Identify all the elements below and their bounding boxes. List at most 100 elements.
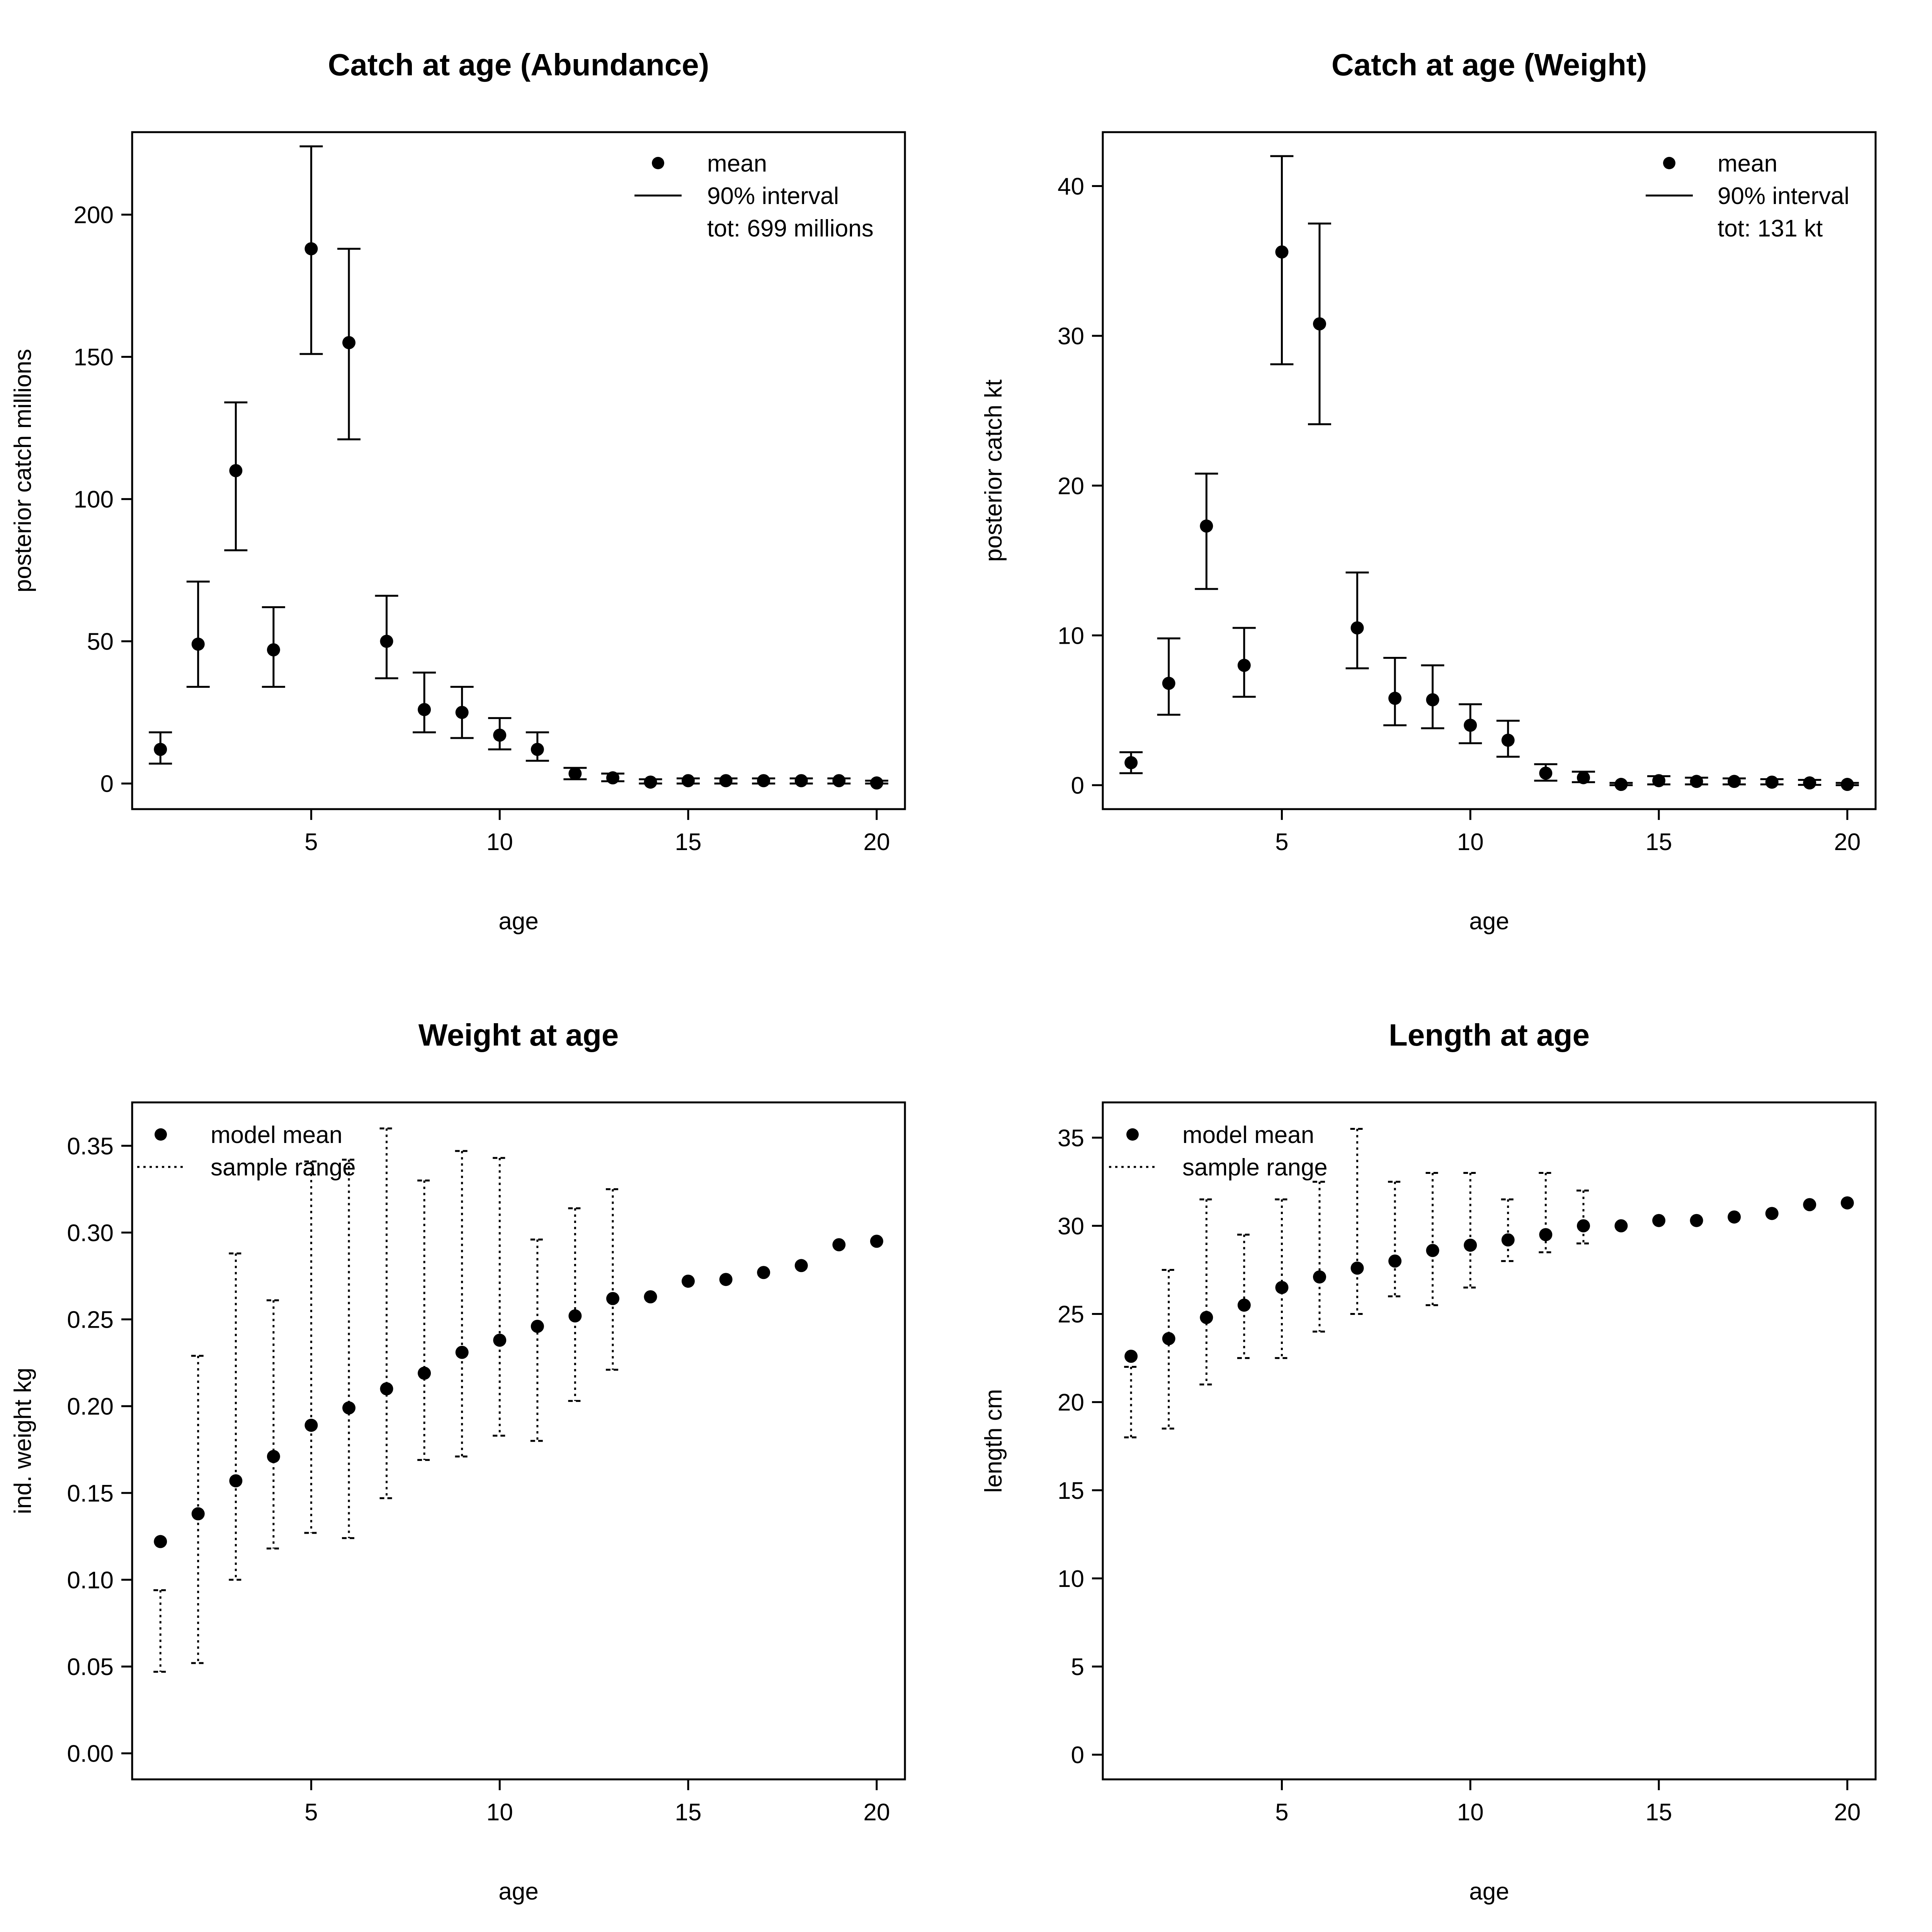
x-axis-label: age xyxy=(498,1878,538,1905)
interval-bars xyxy=(1124,1128,1590,1439)
mean-point xyxy=(1124,1350,1138,1363)
sample-range-bar xyxy=(379,1127,394,1499)
mean-point xyxy=(1577,1219,1590,1233)
mean-point xyxy=(380,634,393,648)
y-axis-label: ind. weight kg xyxy=(10,1367,36,1514)
mean-point xyxy=(1690,1214,1703,1227)
panel-title: Catch at age (Weight) xyxy=(1332,48,1647,82)
y-tick-label: 0.15 xyxy=(67,1480,114,1507)
mean-point xyxy=(1275,245,1289,259)
x-tick-label: 10 xyxy=(1457,1799,1484,1826)
mean-point xyxy=(870,776,883,790)
y-tick-label: 200 xyxy=(74,202,114,228)
x-tick-label: 20 xyxy=(1834,1799,1861,1826)
panel-catch-abundance: Catch at age (Abundance) age posterior c… xyxy=(10,48,906,935)
mean-point xyxy=(418,1366,431,1380)
y-tick-label: 0.05 xyxy=(67,1654,114,1680)
y-tick-label: 25 xyxy=(1058,1301,1084,1328)
plot-frame xyxy=(1102,1101,1877,1781)
x-tick-label: 5 xyxy=(1275,1799,1288,1826)
y-tick-label: 40 xyxy=(1058,173,1084,200)
mean-point xyxy=(1690,775,1703,788)
sample-range-bar xyxy=(1237,1233,1251,1359)
y-tick-label: 0.10 xyxy=(67,1567,114,1594)
sample-range-bar xyxy=(1350,1128,1364,1315)
legend-entry-mean: mean xyxy=(1718,150,1777,177)
interval-bar xyxy=(1270,155,1294,366)
legend-entry-range: sample range xyxy=(1182,1154,1328,1181)
legend: model mean sample range xyxy=(137,1122,356,1181)
mean-point xyxy=(154,743,167,756)
y-tick-label: 30 xyxy=(1058,1213,1084,1240)
mean-points xyxy=(1124,1196,1854,1363)
mean-point xyxy=(1464,1238,1477,1252)
y-tick-label: 0.00 xyxy=(67,1741,114,1767)
sample-range-bar xyxy=(417,1179,432,1461)
y-tick-label: 0.35 xyxy=(67,1133,114,1160)
mean-point xyxy=(1162,1332,1175,1345)
x-tick-label: 10 xyxy=(486,1799,513,1826)
panel-title: Length at age xyxy=(1389,1018,1590,1052)
mean-point xyxy=(380,1382,393,1396)
mean-point xyxy=(832,1238,846,1252)
mean-point xyxy=(1652,774,1666,787)
sample-range-bar xyxy=(1162,1269,1176,1430)
mean-point xyxy=(154,1535,167,1548)
mean-point xyxy=(1237,1298,1251,1312)
y-axis: 0 10 20 30 40 xyxy=(1058,173,1103,799)
mean-point xyxy=(1388,692,1402,705)
mean-point xyxy=(1313,317,1326,331)
mean-point xyxy=(418,703,431,716)
sample-range-bar xyxy=(304,1160,318,1534)
mean-point xyxy=(1388,1254,1402,1268)
x-tick-label: 5 xyxy=(1275,829,1288,855)
mean-point xyxy=(191,638,205,651)
y-tick-label: 0.25 xyxy=(67,1307,114,1333)
y-axis-label: posterior catch kt xyxy=(980,379,1007,562)
x-tick-label: 5 xyxy=(304,1799,318,1826)
x-axis: 5 10 15 20 xyxy=(1275,1779,1861,1826)
y-tick-label: 10 xyxy=(1058,622,1084,649)
mean-points xyxy=(1124,245,1854,791)
y-axis-label: length cm xyxy=(980,1389,1007,1493)
sample-range-bar xyxy=(1463,1172,1478,1289)
mean-point xyxy=(267,643,280,656)
sample-range-bar xyxy=(605,1188,620,1371)
mean-point xyxy=(493,1333,507,1347)
mean-point xyxy=(531,1320,544,1333)
sample-range-bar xyxy=(568,1207,582,1402)
mean-point xyxy=(1840,1196,1854,1210)
mean-point xyxy=(1765,1207,1779,1220)
mean-point xyxy=(229,464,243,477)
y-tick-label: 5 xyxy=(1071,1654,1084,1680)
mean-point xyxy=(455,1345,469,1359)
panel-length-at-age: Length at age age length cm 5 10 15 20 0 5 10… xyxy=(980,1018,1877,1905)
x-axis-label: age xyxy=(1469,1878,1509,1905)
mean-point xyxy=(493,728,507,742)
legend-mean-symbol xyxy=(1663,157,1675,169)
mean-point xyxy=(1313,1270,1326,1284)
mean-point xyxy=(1652,1214,1666,1227)
legend-mean-symbol xyxy=(1126,1128,1139,1141)
sample-range-bar xyxy=(530,1238,544,1442)
legend-entry-interval: 90% interval xyxy=(1718,183,1849,209)
x-tick-label: 15 xyxy=(675,1799,702,1826)
y-tick-label: 15 xyxy=(1058,1478,1084,1504)
y-tick-label: 20 xyxy=(1058,1389,1084,1416)
mean-point xyxy=(757,774,770,787)
mean-point xyxy=(1614,1219,1628,1233)
x-tick-label: 10 xyxy=(486,829,513,855)
sample-range-bar xyxy=(191,1355,205,1664)
mean-point xyxy=(1840,778,1854,791)
x-tick-label: 15 xyxy=(1646,1799,1672,1826)
x-tick-label: 20 xyxy=(863,1799,890,1826)
panel-weight-at-age: Weight at age age ind. weight kg 5 10 15 20… xyxy=(10,1018,906,1905)
y-tick-label: 10 xyxy=(1058,1566,1084,1592)
mean-point xyxy=(1539,766,1553,780)
mean-point xyxy=(1539,1228,1553,1242)
sample-range-bar xyxy=(455,1150,469,1458)
mean-point xyxy=(1124,756,1138,769)
mean-point xyxy=(606,1292,619,1305)
mean-point xyxy=(1464,718,1477,732)
sample-range-bar xyxy=(153,1589,168,1673)
